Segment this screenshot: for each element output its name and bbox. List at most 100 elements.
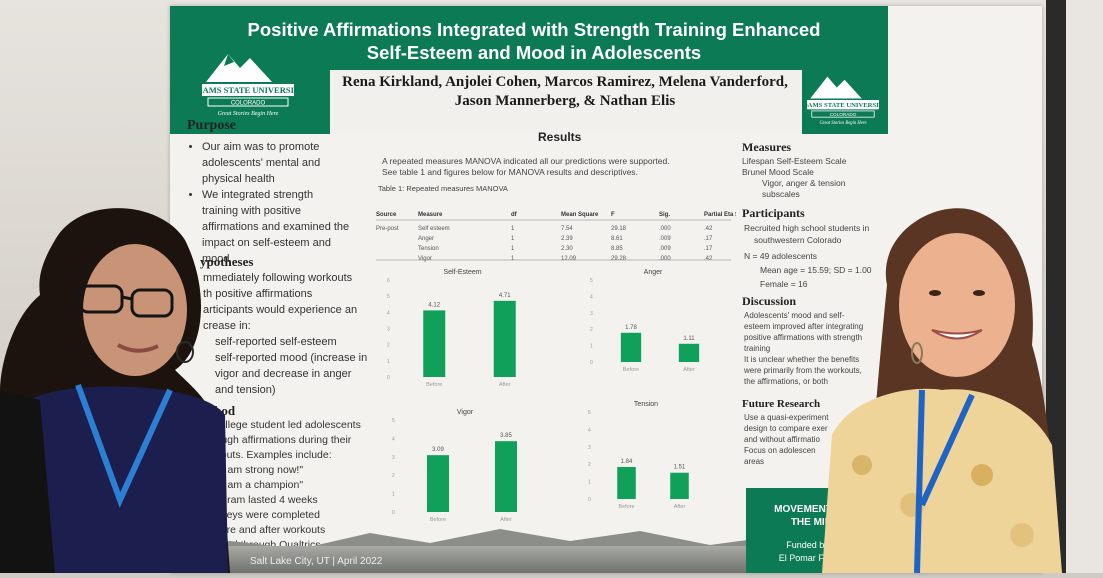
participants-line: Mean age = 15.59; SD = 1.00 (760, 265, 872, 275)
discussion-line: the affirmations, or both (744, 377, 828, 386)
x-tick-label: Before (623, 367, 639, 373)
table-cell: Tension (418, 246, 439, 252)
bar-value-label: 1.78 (625, 325, 637, 331)
lanyard (75, 383, 173, 508)
measures-heading: Measures (742, 140, 792, 154)
bar-value-label: 3.85 (500, 433, 512, 439)
future-line: and without affirmatio (744, 435, 820, 444)
purpose-heading: Purpose (187, 118, 236, 133)
bar (670, 472, 689, 499)
bar-value-label: 1.51 (674, 465, 686, 471)
table-cell: 2.39 (561, 236, 573, 242)
y-tick-label: 4 (392, 436, 395, 442)
table-header-cell: Source (376, 212, 397, 218)
svg-text:ADAMS STATE UNIVERSITY: ADAMS STATE UNIVERSITY (804, 102, 882, 109)
table-cell: .000 (659, 256, 671, 262)
future-line: design to compare exer (744, 424, 828, 433)
chart-self-esteem: Self-Esteem 0 1 2 3 4 5 6 4.12 Before 4.71 After (385, 266, 540, 396)
results-heading: Results (538, 130, 582, 144)
chart-title: Self-Esteem (443, 269, 481, 276)
y-tick-label: 3 (590, 311, 593, 317)
bar (427, 455, 449, 512)
table-cell: .42 (704, 226, 713, 232)
table-cell: Pre-post (376, 226, 399, 232)
hypothesis-line: self-reported self-esteem (215, 336, 337, 348)
bar (495, 441, 517, 512)
table-cell: .17 (704, 246, 713, 252)
table-cell: .009 (659, 246, 671, 252)
measures-line: subscales (762, 189, 800, 199)
discussion-line: Adolescents' mood and self- (744, 311, 845, 320)
table-cell: 12.09 (561, 256, 577, 262)
title-line-2: Self-Esteem and Mood in Adolescents (366, 42, 702, 63)
y-tick-label: 3 (387, 327, 390, 333)
discussion-text: Adolescents' mood and self- esteem impro… (744, 310, 889, 387)
table-cell: 2.30 (561, 246, 573, 252)
svg-text:COLORADO: COLORADO (231, 101, 266, 107)
svg-text:ADAMS STATE UNIVERSITY: ADAMS STATE UNIVERSITY (198, 85, 298, 95)
x-tick-label: Before (430, 517, 446, 523)
discussion-line: were primarily from the workouts, (744, 366, 862, 375)
svg-text:COLORADO: COLORADO (830, 112, 857, 117)
y-tick-label: 0 (392, 510, 395, 516)
table-cell: .42 (704, 256, 713, 262)
bar-value-label: 3.09 (432, 447, 444, 453)
method-line: efore and after workouts (212, 524, 326, 536)
badge-funded-2: El Pomar Foundat (778, 553, 852, 563)
measures-line: Brunel Mood Scale (742, 167, 814, 177)
participants-text: Recruited high school students in southw… (744, 222, 884, 290)
bar (423, 310, 446, 377)
table-header-cell: Measure (418, 212, 443, 218)
future-text: Use a quasi-experiment design to compare… (744, 412, 864, 467)
earring (176, 341, 194, 363)
authors-panel (330, 70, 802, 134)
participants-heading: Participants (742, 206, 805, 220)
discussion-line: It is unclear whether the benefits (744, 355, 860, 364)
measures-text: Lifespan Self-Esteem Scale Brunel Mood S… (742, 156, 882, 200)
results-line-2: See table 1 and figures below for MANOVA… (382, 167, 638, 177)
authors-line-2: Jason Mannerberg, & Nathan Elis (454, 93, 676, 109)
smile (117, 343, 159, 353)
future-line: Use a quasi-experiment (744, 413, 829, 422)
table-cell: 1 (511, 236, 515, 242)
hypothesis-line: th positive affirmations (203, 288, 313, 300)
discussion-line: esteem improved after integrating (744, 322, 864, 331)
y-tick-label: 6 (387, 278, 390, 284)
footer-text: Salt Lake City, UT | April 2022 (250, 556, 383, 567)
hypotheses-heading: ypotheses (200, 254, 254, 269)
badge-line-1: MOVEMENT FOR (774, 504, 856, 515)
y-tick-label: 5 (588, 410, 591, 416)
table-cell: Vigor (418, 256, 432, 262)
participants-line: Female = 16 (760, 279, 808, 289)
chart-tension: Tension 0 1 2 3 4 5 1.84 Before 1.51 After (586, 398, 706, 518)
discussion-heading: Discussion (742, 294, 797, 308)
results-line-1: A repeated measures MANOVA indicated all… (382, 156, 670, 166)
purpose-item: Our aim was to promote adolescents' ment… (202, 139, 351, 187)
table-cell: Anger (418, 236, 434, 242)
y-tick-label: 3 (392, 455, 395, 461)
x-tick-label: Before (618, 504, 634, 510)
poster-authors: Rena Kirkland, Anjolei Cohen, Marcos Ram… (330, 73, 800, 111)
cardigan (0, 390, 55, 573)
lanyard (914, 389, 925, 574)
participants-line: Recruited high school students in (744, 223, 870, 233)
y-tick-label: 1 (392, 492, 395, 498)
glasses-right-lens (130, 288, 174, 318)
table-cell: 1 (511, 256, 515, 262)
lanyard-strap (919, 393, 975, 507)
table-cell: 8.85 (611, 246, 623, 252)
bar-value-label: 4.12 (428, 302, 440, 308)
purpose-item: We integrated strength training with pos… (202, 187, 351, 267)
hypothesis-line: articipants would experience an (203, 304, 358, 316)
bar (617, 466, 636, 499)
dress-flower (971, 464, 993, 486)
table-header-cell: Partial Eta Squared (704, 212, 736, 218)
table-caption: Table 1: Repeated measures MANOVA (378, 184, 508, 193)
x-tick-label: After (674, 504, 686, 510)
floral-dress (822, 388, 1062, 573)
bar-value-label: 4.71 (499, 293, 511, 299)
table-header-cell: F (611, 212, 615, 218)
x-tick-label: After (500, 517, 512, 523)
dress-flower (1010, 523, 1034, 547)
university-logo-right: ADAMS STATE UNIVERSITY COLORADO Great St… (798, 68, 888, 132)
